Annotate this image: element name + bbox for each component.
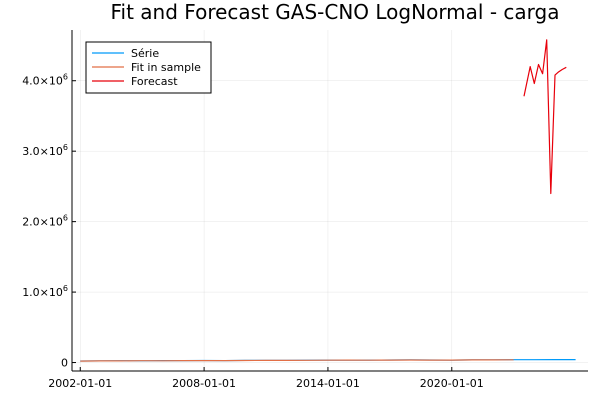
legend-label-2: Forecast [131, 75, 178, 88]
legend-label-0: Série [131, 47, 159, 60]
axes [71, 30, 588, 372]
x-tick-label-3: 2020-01-01 [420, 377, 484, 390]
chart-title: Fit and Forecast GAS-CNO LogNormal - car… [111, 0, 560, 24]
y-tick-label-2: 2.0×106 [22, 214, 68, 229]
legend-label-1: Fit in sample [131, 61, 201, 74]
y-tick-label-3: 3.0×106 [22, 143, 68, 158]
series-lines [80, 39, 576, 362]
y-tick-label-1: 1.0×106 [22, 284, 68, 299]
y-tick-label-4: 4.0×106 [22, 73, 68, 88]
x-tick-label-1: 2008-01-01 [172, 377, 236, 390]
x-tick-label-2: 2014-01-01 [296, 377, 360, 390]
series-line-fit-in-sample [80, 359, 514, 362]
tick-labels: 2002-01-01 2008-01-01 2014-01-01 2020-01-01… [22, 73, 484, 390]
y-tick-label-0: 0 [61, 357, 68, 370]
x-tick-label-0: 2002-01-01 [48, 377, 112, 390]
series-line-forecast [523, 39, 567, 195]
